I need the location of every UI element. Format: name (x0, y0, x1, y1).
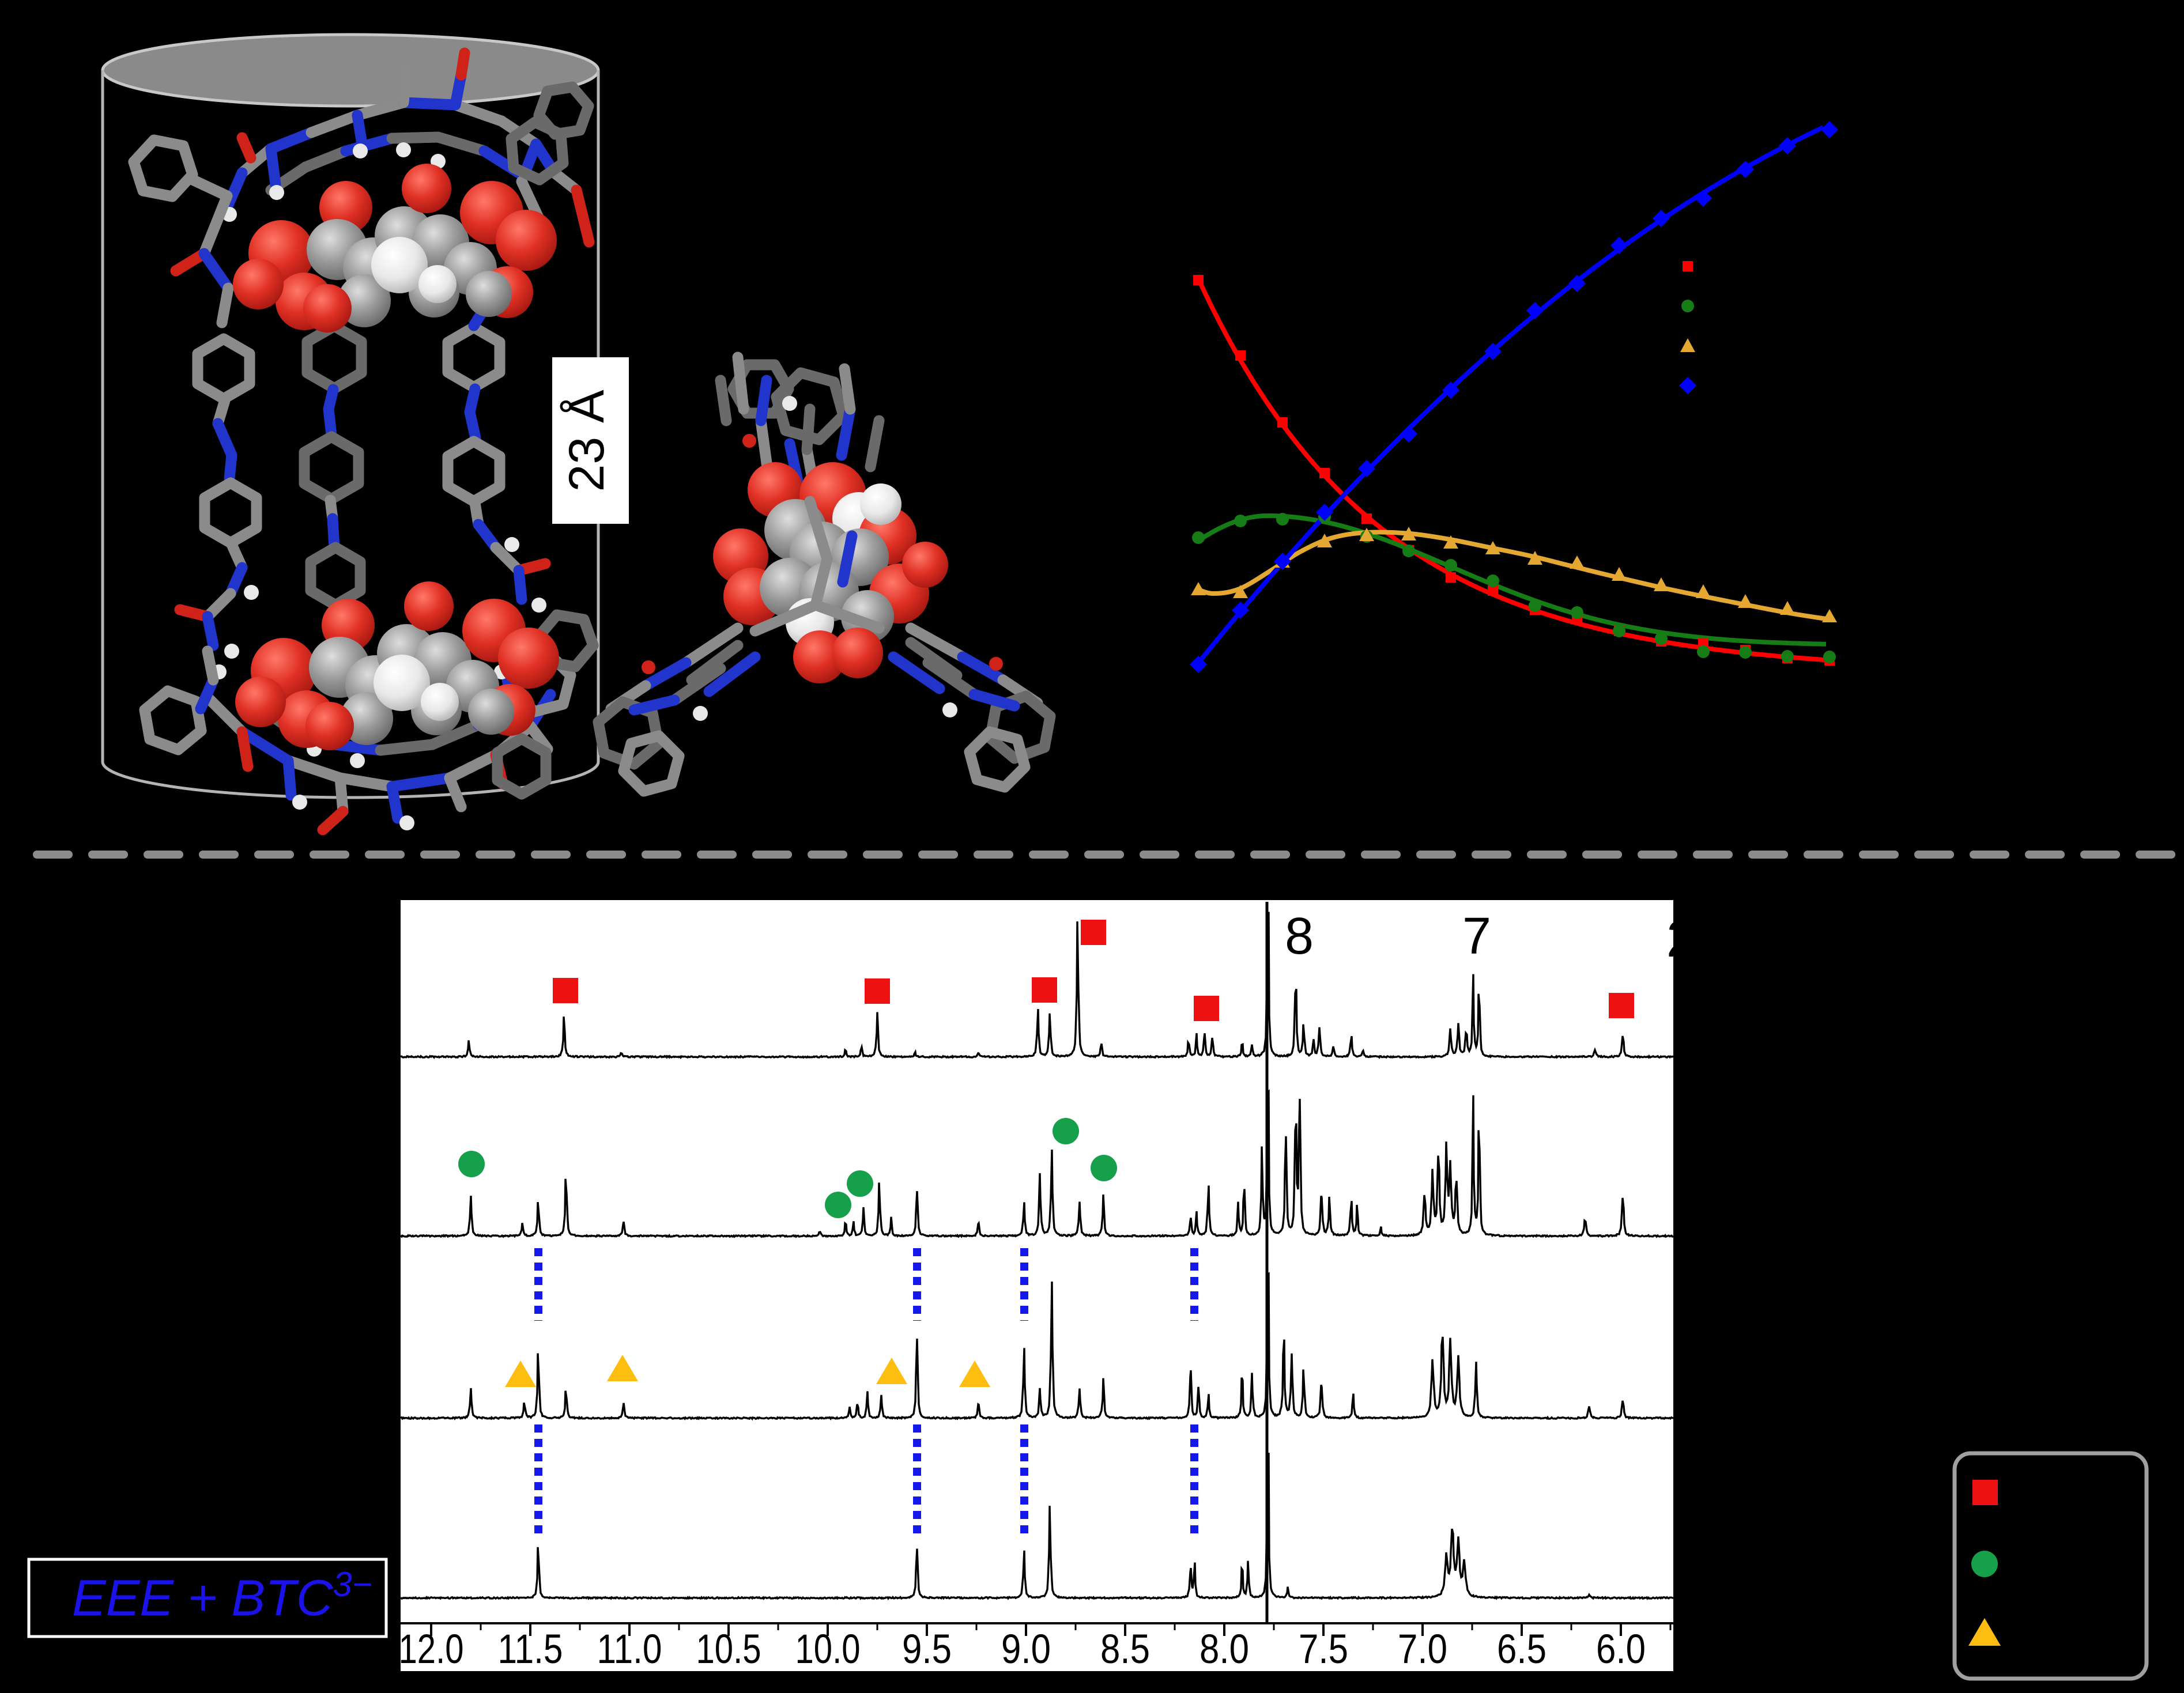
svg-text:8.5: 8.5 (1100, 1627, 1150, 1672)
svg-text:10.0: 10.0 (795, 1627, 861, 1672)
svg-text:7: 7 (1462, 908, 1491, 965)
svg-text:8.0: 8.0 (1199, 1627, 1249, 1672)
svg-text:10.5: 10.5 (696, 1627, 761, 1672)
svg-text:9.0: 9.0 (1001, 1627, 1051, 1672)
svg-text:7.5: 7.5 (1299, 1627, 1348, 1672)
svg-text:2: 2 (1666, 910, 1695, 968)
svg-text:11.5: 11.5 (498, 1627, 563, 1672)
svg-text:9.5: 9.5 (902, 1627, 952, 1672)
svg-text:6.5: 6.5 (1497, 1627, 1546, 1672)
svg-text:12.0: 12.0 (399, 1627, 464, 1672)
svg-text:23 Å: 23 Å (559, 390, 614, 492)
svg-text:11.0: 11.0 (597, 1627, 662, 1672)
svg-text:EEE + BTC3−: EEE + BTC3− (72, 1565, 372, 1627)
svg-text:8: 8 (1285, 908, 1314, 965)
svg-text:7.0: 7.0 (1398, 1627, 1447, 1672)
svg-text:6.0: 6.0 (1596, 1627, 1646, 1672)
